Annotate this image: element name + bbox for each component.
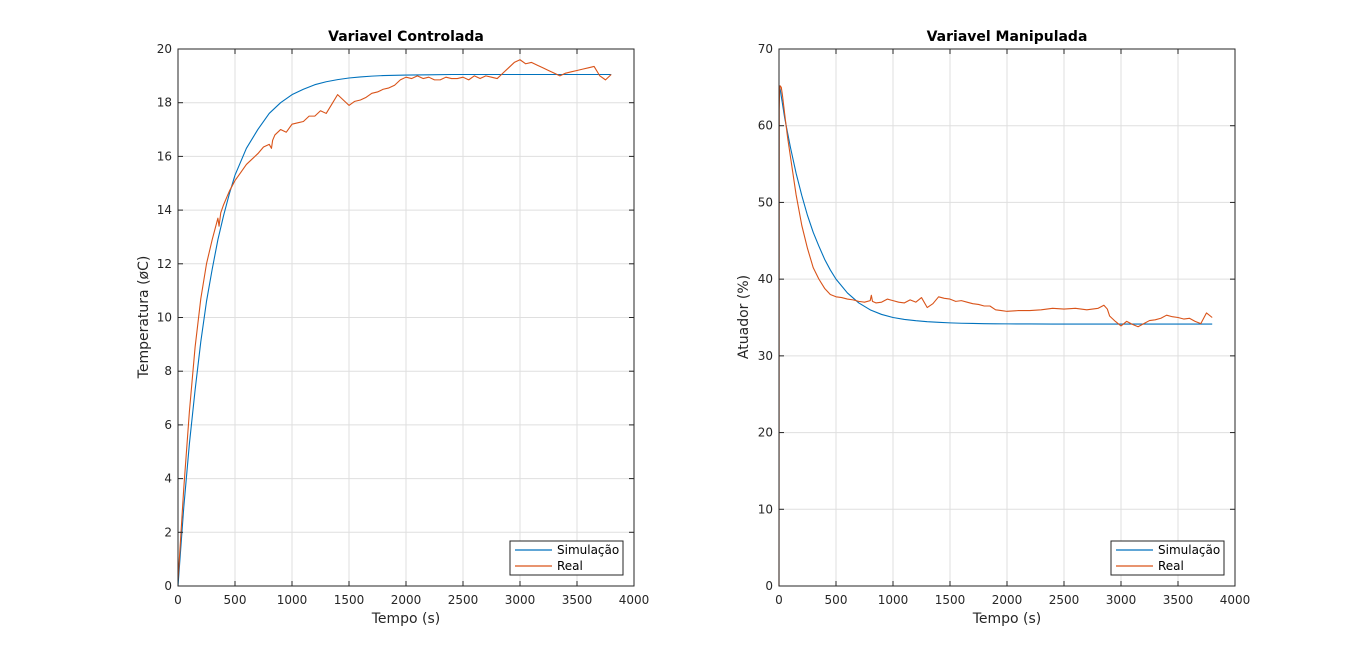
x-tick-label: 3500 [1163, 593, 1194, 607]
x-tick-label: 2500 [1049, 593, 1080, 607]
x-tick-label: 2000 [992, 593, 1023, 607]
legend-label: Simulação [557, 543, 619, 557]
y-tick-label: 16 [157, 149, 172, 163]
x-axis-label: Tempo (s) [371, 611, 441, 627]
y-tick-label: 14 [157, 203, 172, 217]
chart-title: Variavel Manipulada [927, 29, 1088, 45]
y-tick-label: 30 [758, 349, 773, 363]
y-tick-label: 10 [157, 311, 172, 325]
y-axis-label: Atuador (%) [736, 275, 752, 359]
y-axis-label: Temperatura (øC) [136, 256, 152, 380]
x-tick-label: 0 [174, 593, 182, 607]
y-tick-label: 0 [765, 579, 773, 593]
y-tick-label: 40 [758, 272, 773, 286]
y-tick-label: 4 [164, 472, 172, 486]
x-tick-label: 4000 [619, 593, 650, 607]
x-axis-label: Tempo (s) [972, 611, 1042, 627]
legend-label: Simulação [1158, 543, 1220, 557]
series-group [778, 84, 1213, 587]
y-tick-label: 50 [758, 195, 773, 209]
y-tick-label: 60 [758, 119, 773, 133]
y-tick-label: 20 [157, 42, 172, 56]
x-tick-label: 1500 [334, 593, 365, 607]
x-tick-label: 3000 [1106, 593, 1137, 607]
series-line [177, 73, 612, 587]
y-tick-label: 0 [164, 579, 172, 593]
series-line [778, 85, 1213, 587]
x-tick-label: 3500 [562, 593, 593, 607]
series-line [177, 59, 612, 581]
legend: Simulação Real [1110, 540, 1225, 576]
y-tick-label: 18 [157, 96, 172, 110]
x-tick-label: 1000 [277, 593, 308, 607]
legend: Simulação Real [509, 540, 624, 576]
axes-controlled-variable: Variavel Controlada Tempo (s) Temperatur… [136, 29, 649, 627]
x-tick-label: 1500 [935, 593, 966, 607]
y-tick-label: 8 [164, 364, 172, 378]
y-tick-label: 70 [758, 42, 773, 56]
x-tick-label: 4000 [1220, 593, 1251, 607]
legend-label: Real [557, 559, 583, 573]
y-tick-label: 2 [164, 525, 172, 539]
x-tick-label: 500 [224, 593, 247, 607]
x-tick-label: 500 [825, 593, 848, 607]
y-tick-label: 12 [157, 257, 172, 271]
legend-label: Real [1158, 559, 1184, 573]
legend-box [509, 540, 624, 576]
x-tick-label: 2500 [448, 593, 479, 607]
legend-box [1110, 540, 1225, 576]
x-tick-label: 0 [775, 593, 783, 607]
x-tick-label: 1000 [878, 593, 909, 607]
series-group [177, 59, 612, 587]
x-tick-label: 3000 [505, 593, 536, 607]
x-tick-label: 2000 [391, 593, 422, 607]
y-tick-label: 6 [164, 418, 172, 432]
y-tick-label: 20 [758, 426, 773, 440]
chart-title: Variavel Controlada [328, 29, 484, 45]
series-line [778, 84, 1213, 325]
y-tick-label: 10 [758, 502, 773, 516]
axes-manipulated-variable: Variavel Manipulada Tempo (s) Atuador (%… [736, 29, 1250, 627]
